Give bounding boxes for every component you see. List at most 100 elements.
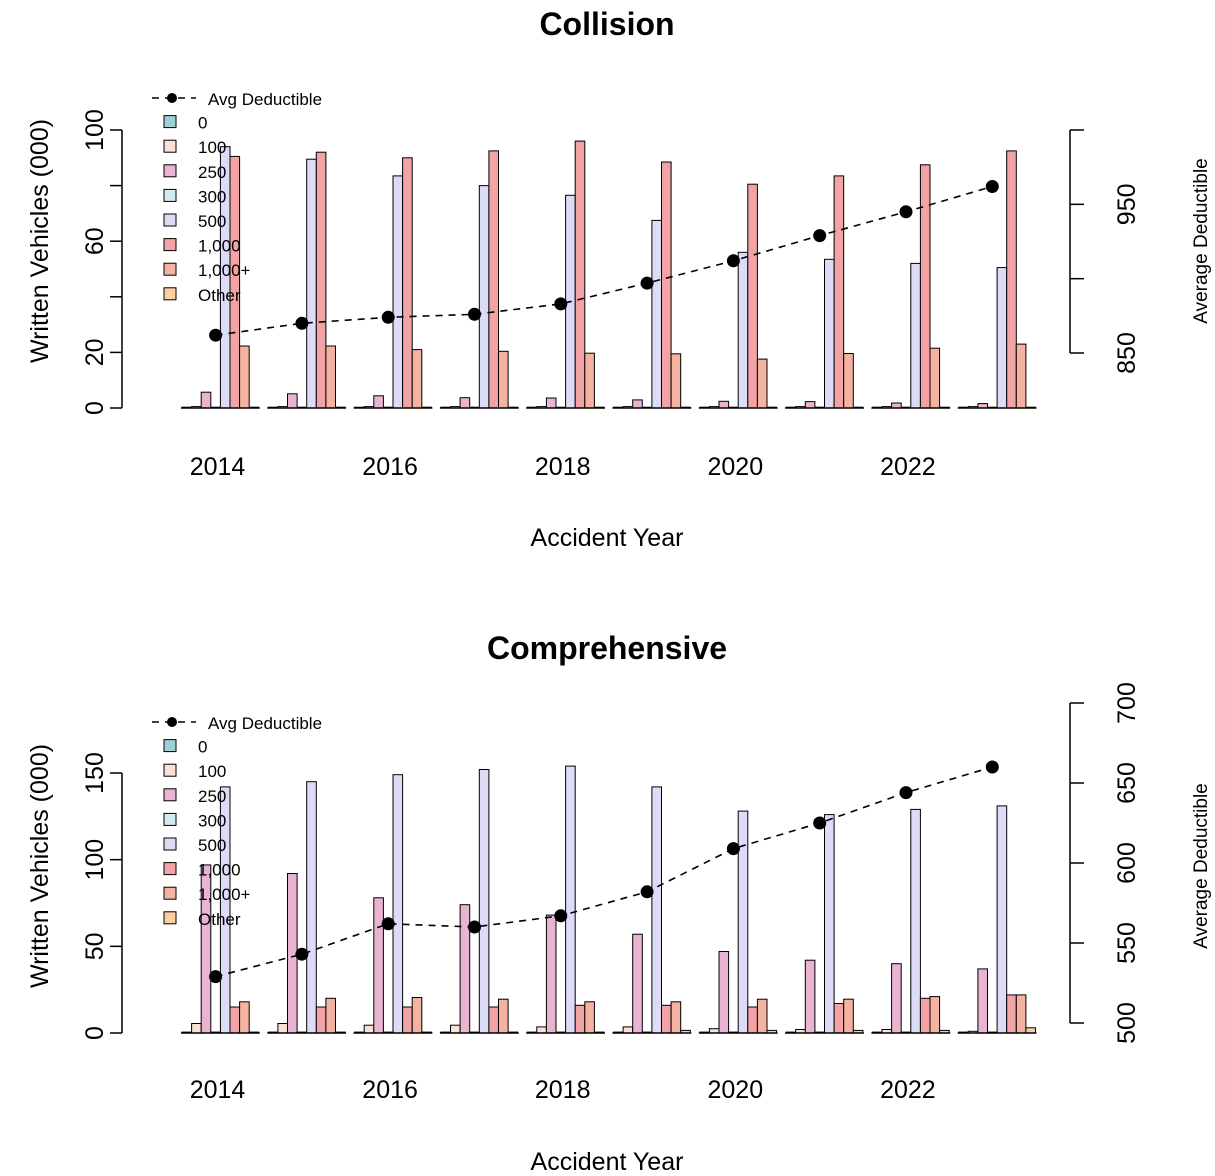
avg-deductible-line — [209, 180, 999, 342]
x-tick-label: 2020 — [708, 453, 764, 481]
chart-title: Comprehensive — [487, 630, 727, 666]
legend-swatch — [163, 763, 177, 777]
right-tick-label: 850 — [1113, 332, 1141, 374]
plot-area: 0 20 60 100 850 950 2014 2016 2018 2020 2022 Avg De… — [81, 90, 1141, 481]
right-tick-label: 500 — [1113, 1002, 1141, 1044]
bar — [325, 345, 336, 409]
avg-deductible-line — [209, 760, 999, 984]
bar — [1015, 343, 1027, 409]
avg-point — [640, 885, 654, 899]
right-tick-label: 700 — [1113, 682, 1141, 724]
bar — [488, 1006, 499, 1034]
avg-point — [726, 254, 740, 268]
bar — [392, 774, 404, 1034]
x-tick-label: 2018 — [535, 1076, 591, 1104]
avg-point — [381, 917, 395, 931]
right-axis: 850 950 — [1069, 129, 1141, 374]
x-tick-label: 2022 — [880, 1076, 936, 1104]
legend-label: 250 — [198, 787, 226, 806]
legend-label: 1,000+ — [198, 261, 251, 280]
legend-point-swatch — [167, 717, 177, 727]
legend-swatch — [163, 287, 177, 301]
bar — [651, 219, 663, 409]
bar — [929, 996, 941, 1034]
legend-point-swatch — [167, 93, 177, 103]
bar — [411, 997, 423, 1034]
bar — [1025, 1027, 1037, 1034]
bar — [574, 1004, 586, 1034]
bar — [306, 781, 317, 1034]
legend-label: 1,000+ — [198, 885, 251, 904]
bar — [718, 951, 730, 1034]
bar — [315, 151, 327, 409]
bar — [498, 350, 509, 409]
bar — [545, 397, 557, 409]
bar — [661, 161, 672, 409]
right-axis-label: Average Deductible — [1191, 158, 1212, 323]
bar — [239, 1001, 250, 1034]
bar — [1006, 150, 1017, 409]
collision-panel: Collision Accident Year Written Vehicles… — [26, 6, 1212, 552]
bar — [402, 157, 413, 409]
y-axis-label: Written Vehicles (000) — [26, 744, 54, 988]
bar — [402, 1006, 413, 1034]
bar — [478, 185, 490, 409]
avg-point — [295, 947, 309, 961]
bar — [804, 401, 816, 409]
left-tick-label: 100 — [81, 109, 109, 151]
bar — [229, 155, 241, 409]
x-tick-label: 2014 — [190, 453, 246, 481]
bar — [536, 1026, 547, 1034]
bar — [929, 347, 941, 409]
bar — [229, 1006, 241, 1034]
bar — [632, 933, 643, 1034]
legend-swatch — [163, 911, 177, 925]
bar — [833, 1003, 845, 1034]
x-axis: 2014 2016 2018 2020 2022 — [181, 407, 1037, 481]
bar — [824, 258, 835, 409]
legend-label: Avg Deductible — [208, 90, 322, 109]
bar — [459, 904, 471, 1034]
legend-swatch — [163, 886, 177, 900]
bar-groups — [181, 765, 1037, 1034]
bar — [1015, 994, 1027, 1034]
avg-point — [554, 909, 568, 923]
right-axis: 500 550 600 650 700 — [1069, 682, 1141, 1044]
bar — [670, 353, 682, 409]
avg-point — [813, 229, 827, 243]
bar — [996, 267, 1008, 409]
bar — [661, 1004, 672, 1034]
legend-swatch — [163, 238, 177, 252]
avg-point — [209, 970, 223, 984]
x-tick-label: 2014 — [190, 1076, 246, 1104]
left-tick-label: 0 — [81, 401, 109, 415]
bar — [373, 897, 384, 1034]
bar — [747, 183, 758, 409]
bar — [191, 1023, 202, 1034]
bar — [622, 1026, 634, 1034]
bar — [843, 353, 854, 409]
legend-swatch — [163, 115, 177, 129]
chart-title: Collision — [539, 6, 674, 42]
left-tick-label: 150 — [81, 752, 109, 794]
bar — [996, 805, 1008, 1034]
plot-area: 0 50 100 150 500 550 600 650 700 2014 2016 2018 2020… — [81, 682, 1141, 1104]
bar — [287, 393, 298, 409]
avg-point — [554, 297, 568, 311]
x-axis: 2014 2016 2018 2020 2022 — [181, 1032, 1037, 1104]
legend-swatch — [163, 213, 177, 227]
avg-point — [468, 307, 481, 321]
bar — [737, 251, 749, 409]
bar — [977, 968, 989, 1034]
avg-point — [985, 180, 999, 193]
x-axis-label: Accident Year — [531, 524, 684, 552]
avg-point — [985, 760, 999, 774]
comprehensive-panel: Comprehensive Accident Year Written Vehi… — [26, 630, 1212, 1176]
legend-swatch — [163, 188, 177, 202]
legend-label: 0 — [198, 114, 207, 133]
bar-groups — [181, 140, 1037, 409]
legend-label: 300 — [198, 187, 226, 206]
avg-point — [726, 842, 740, 856]
